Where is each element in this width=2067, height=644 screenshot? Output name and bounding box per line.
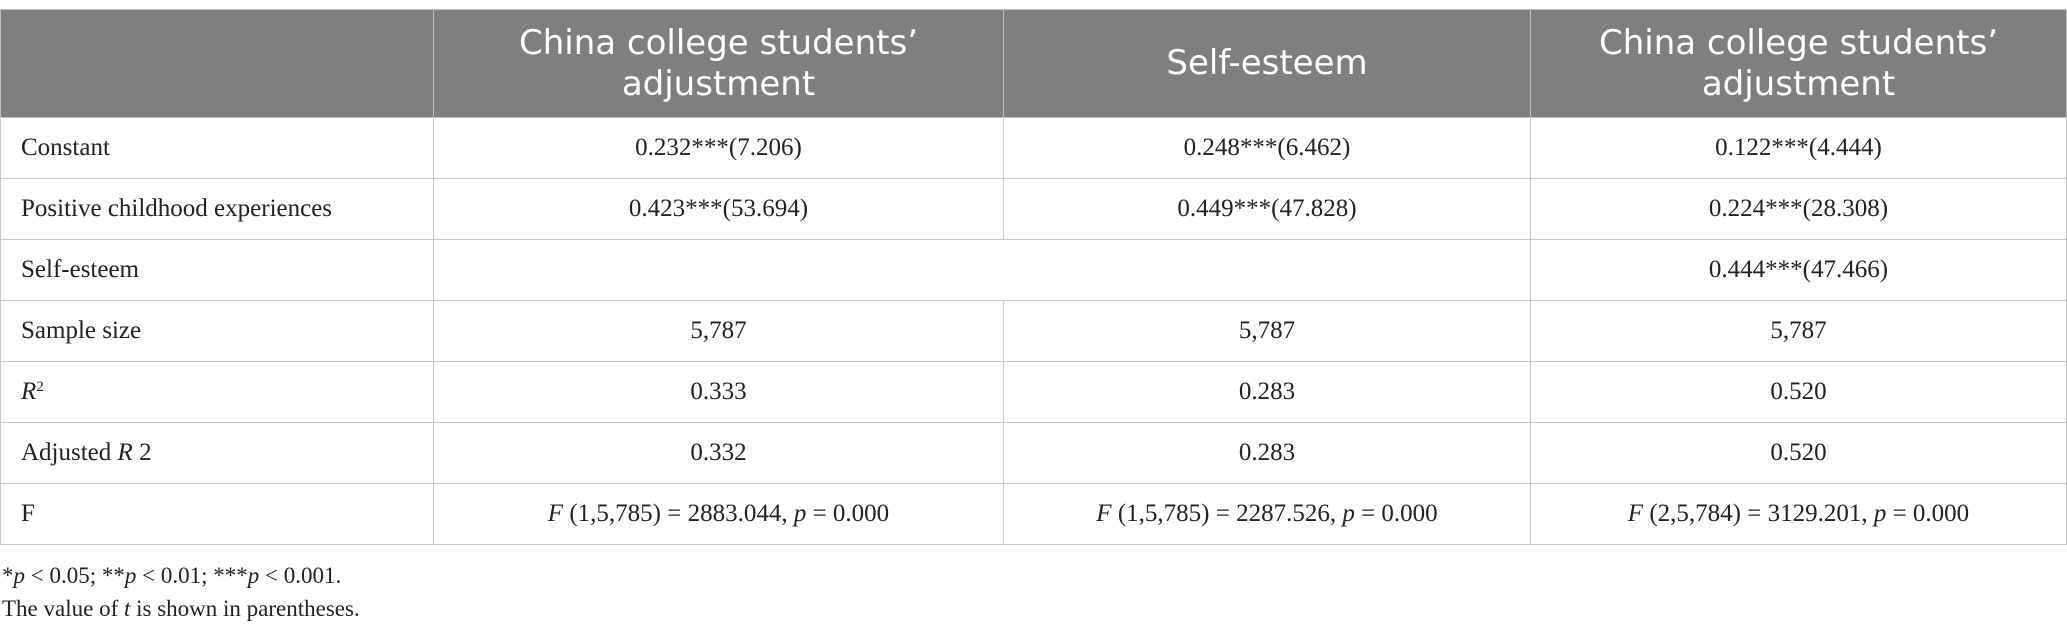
stars: * <box>2 563 14 588</box>
p-value: = 0.000 <box>1886 500 1970 527</box>
t-note-post: is shown in parentheses. <box>130 596 360 621</box>
table-cell: 0.224***(28.308) <box>1530 178 2067 240</box>
t-value-note: The value of t is shown in parentheses. <box>2 592 2067 625</box>
table-cell: 0.449***(47.828) <box>1003 178 1531 240</box>
row-label: Positive childhood experiences <box>0 178 434 240</box>
header-adjustment-2: China college students’ adjustment <box>1530 9 2067 118</box>
significance-note: *p < 0.05; **p < 0.01; ***p < 0.001. <box>2 559 2067 592</box>
p-var: p <box>793 500 807 527</box>
table-row: Positive childhood experiences 0.423***(… <box>0 178 2067 240</box>
sig-val: < 0.01; <box>136 563 214 588</box>
table-cell: 0.248***(6.462) <box>1003 117 1531 179</box>
p-var: p <box>1873 500 1887 527</box>
f-var: F <box>547 500 564 527</box>
t-note-pre: The value of <box>2 596 124 621</box>
f-var: F <box>1627 500 1644 527</box>
header-cell-empty <box>0 9 434 118</box>
p-var: p <box>247 563 260 588</box>
table-cell-empty-span <box>433 239 1531 301</box>
row-label-adjusted-r-squared: Adjusted R 2 <box>0 422 434 484</box>
header-adjustment-1: China college students’ adjustment <box>433 9 1004 118</box>
table-row: Adjusted R 2 0.332 0.283 0.520 <box>0 422 2067 484</box>
table-header: China college students’ adjustment Self-… <box>0 9 2067 118</box>
row-label: Self-esteem <box>0 239 434 301</box>
f-var: F <box>1096 500 1112 527</box>
adj-pre: Adjusted <box>21 439 118 466</box>
table-cell: 0.333 <box>433 361 1004 423</box>
table-cell: 5,787 <box>1003 300 1531 362</box>
stars: ** <box>101 563 125 588</box>
table-cell: 0.332 <box>433 422 1004 484</box>
f-args: (2,5,784) = 3129.201, <box>1643 500 1874 527</box>
f-cell: F (1,5,785) = 2287.526, p = 0.000 <box>1003 483 1531 545</box>
header-self-esteem: Self-esteem <box>1003 9 1531 118</box>
table-notes: *p < 0.05; **p < 0.01; ***p < 0.001. The… <box>0 559 2067 625</box>
sig-val: < 0.001. <box>259 563 342 588</box>
adj-post: 2 <box>132 439 152 466</box>
regression-table-container: China college students’ adjustment Self-… <box>0 9 2067 625</box>
table-cell: 0.520 <box>1530 361 2067 423</box>
row-label-f: F <box>0 483 434 545</box>
table-row: F F (1,5,785) = 2883.044, p = 0.000 F (1… <box>0 483 2067 545</box>
p-var: p <box>13 563 26 588</box>
table-row: Self-esteem 0.444***(47.466) <box>0 239 2067 301</box>
r-sup: 2 <box>36 379 44 395</box>
table-cell: 0.232***(7.206) <box>433 117 1004 179</box>
sig-val: < 0.05; <box>25 563 102 588</box>
table-cell: 0.520 <box>1530 422 2067 484</box>
f-cell: F (1,5,785) = 2883.044, p = 0.000 <box>433 483 1004 545</box>
p-var: p <box>124 563 137 588</box>
table-cell: 0.283 <box>1003 422 1531 484</box>
row-label: Sample size <box>0 300 434 362</box>
table-cell: 0.444***(47.466) <box>1530 239 2067 301</box>
adj-r-var: R <box>117 439 133 466</box>
table-cell: 5,787 <box>433 300 1004 362</box>
f-cell: F (2,5,784) = 3129.201, p = 0.000 <box>1530 483 2067 545</box>
table-row: Sample size 5,787 5,787 5,787 <box>0 300 2067 362</box>
table-cell: 0.423***(53.694) <box>433 178 1004 240</box>
r-var: R <box>21 378 37 405</box>
f-args: (1,5,785) = 2287.526, <box>1111 500 1343 527</box>
table-body: Constant 0.232***(7.206) 0.248***(6.462)… <box>0 117 2067 545</box>
table-cell: 0.283 <box>1003 361 1531 423</box>
row-label: Constant <box>0 117 434 179</box>
f-args: (1,5,785) = 2883.044, <box>563 500 794 527</box>
row-label-r-squared: R2 <box>0 361 434 423</box>
p-value: = 0.000 <box>1354 500 1438 527</box>
table-row: R2 0.333 0.283 0.520 <box>0 361 2067 423</box>
table-row: Constant 0.232***(7.206) 0.248***(6.462)… <box>0 117 2067 179</box>
p-var: p <box>1342 500 1355 527</box>
table-cell: 5,787 <box>1530 300 2067 362</box>
stars: *** <box>213 563 248 588</box>
t-var: t <box>123 596 131 621</box>
regression-table: China college students’ adjustment Self-… <box>0 9 2067 545</box>
table-cell: 0.122***(4.444) <box>1530 117 2067 179</box>
p-value: = 0.000 <box>806 500 890 527</box>
header-row: China college students’ adjustment Self-… <box>0 9 2067 118</box>
